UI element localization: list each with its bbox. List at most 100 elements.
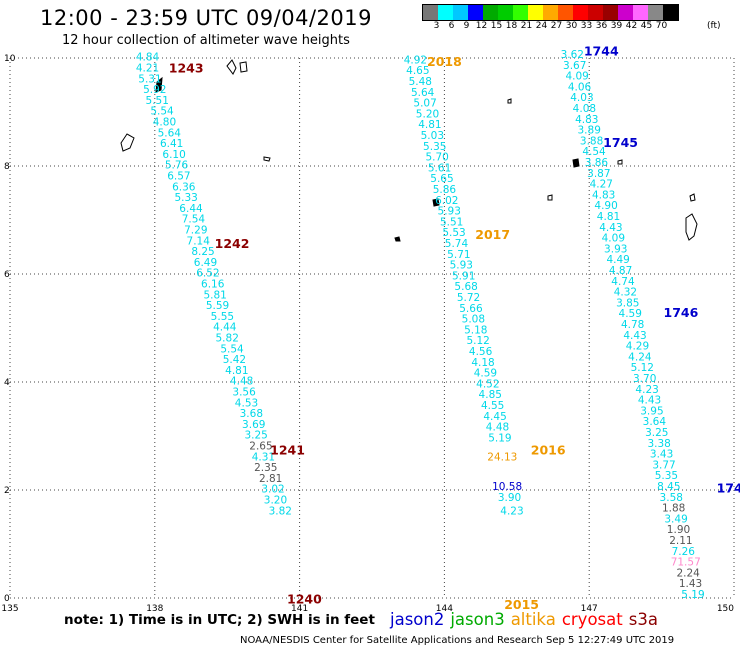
- wave-height-label: 5.92: [143, 84, 166, 96]
- mission-cryosat: cryosat: [561, 610, 623, 629]
- wave-height-label: 5.18: [464, 324, 487, 336]
- wave-height-label: 5.82: [216, 333, 239, 345]
- wave-height-label: 3.25: [645, 427, 668, 439]
- wave-height-label: 4.65: [406, 65, 429, 77]
- wave-height-label: 5.33: [174, 192, 197, 204]
- legend-swatch: [618, 5, 633, 20]
- legend-tick: 6: [448, 21, 455, 31]
- legend-tick: 39: [610, 21, 623, 31]
- mission-jason3: jason3: [450, 610, 505, 629]
- credit-line: NOAA/NESDIS Center for Satellite Applica…: [240, 635, 675, 646]
- wave-height-label: 5.54: [220, 343, 244, 355]
- legend-swatch: [498, 5, 513, 20]
- wave-height-label: 6.10: [162, 149, 185, 161]
- pass-number-label: 2015: [504, 597, 539, 612]
- wave-height-label: 5.65: [430, 173, 453, 185]
- wave-height-label: 4.29: [626, 341, 649, 353]
- legend-tick: 70: [655, 21, 668, 31]
- pass-number-label: 1243: [169, 61, 204, 76]
- wave-height-label: 4.56: [469, 346, 493, 358]
- wave-height-label: 5.51: [440, 216, 463, 228]
- x-tick-label: 147: [581, 604, 598, 614]
- wave-height-label: 3.69: [242, 419, 265, 431]
- wave-height-label: 4.54: [582, 146, 606, 158]
- y-tick-label: 10: [4, 54, 16, 64]
- wave-height-label: 2.65: [249, 441, 272, 453]
- wave-height-label: 3.64: [643, 416, 667, 428]
- wave-height-label: 5.19: [488, 432, 511, 444]
- wave-height-label: 24.13: [487, 451, 517, 463]
- pass-number-label: 2016: [531, 442, 566, 457]
- mission-jason2: jason2: [390, 610, 445, 629]
- wave-height-label: 4.23: [500, 505, 523, 517]
- wave-height-label: 4.24: [628, 351, 652, 363]
- wave-height-label: 6.57: [167, 171, 190, 183]
- legend-tick: 18: [505, 21, 518, 31]
- wave-height-label: 5.55: [211, 311, 234, 323]
- wave-height-label: 4.21: [136, 63, 159, 75]
- wave-height-label: 6.44: [179, 203, 203, 215]
- wave-height-label: 6.02: [435, 195, 458, 207]
- wave-height-label: 4.43: [623, 330, 646, 342]
- wave-height-label: 6.36: [172, 181, 196, 193]
- legend-swatch: [588, 5, 603, 20]
- island-shape: [572, 158, 580, 168]
- wave-height-label: 5.48: [409, 76, 432, 88]
- wave-height-label: 5.66: [459, 303, 483, 315]
- pass-number-label: 1745: [603, 135, 638, 150]
- legend-ticks: 3 6 9 12 15 18 21 24 27 30 33 36 39 42 45 70: [422, 21, 679, 33]
- wave-height-label: 3.87: [587, 168, 610, 180]
- wave-height-label: 7.14: [187, 235, 211, 247]
- wave-height-label: 5.03: [421, 130, 444, 142]
- wave-height-label: 5.35: [423, 141, 446, 153]
- island-shape: [507, 98, 512, 104]
- legend-tick: 33: [580, 21, 593, 31]
- wave-height-label: 3.86: [585, 157, 609, 169]
- wave-height-label: 5.20: [416, 108, 439, 120]
- wave-height-label: 5.12: [631, 362, 654, 374]
- wave-height-label: 4.03: [570, 92, 593, 104]
- wave-height-label: 4.43: [599, 222, 622, 234]
- map-grid: [9, 57, 735, 599]
- legend-swatch: [528, 5, 543, 20]
- footer-note: note: 1) Time is in UTC; 2) SWH is in fe…: [64, 612, 375, 628]
- wave-height-label: 3.90: [498, 492, 521, 504]
- island-shape: [120, 133, 135, 152]
- island-shape: [226, 59, 237, 75]
- pass-number-label: 2018: [427, 54, 462, 69]
- island-shape: [547, 194, 553, 201]
- wave-height-label: 7.54: [182, 214, 206, 226]
- y-tick-label: 8: [4, 162, 10, 172]
- pass-number-label: 1746: [664, 305, 699, 320]
- pass-number-label: 1747: [717, 481, 740, 496]
- wave-height-label: 2.81: [259, 473, 282, 485]
- wave-height-label: 5.08: [462, 314, 485, 326]
- x-tick-label: 135: [1, 604, 18, 614]
- wave-height-label: 3.68: [240, 408, 263, 420]
- wave-height-label: 4.48: [230, 376, 253, 388]
- legend-tick: 3: [433, 21, 440, 31]
- wave-height-label: 5.71: [447, 249, 470, 261]
- wave-height-label: 4.06: [568, 81, 592, 93]
- wave-height-label: 5.70: [425, 152, 448, 164]
- page-subtitle: 12 hour collection of altimeter wave hei…: [62, 33, 350, 48]
- wave-height-label: 3.95: [640, 405, 663, 417]
- axis-labels: 135 138 141 144 147 150 0 2 4 6 8 10: [1, 54, 734, 614]
- x-tick-label: 138: [146, 604, 163, 614]
- legend-swatch: [453, 5, 468, 20]
- y-tick-label: 4: [4, 378, 10, 388]
- wave-height-label: 5.76: [165, 160, 189, 172]
- wave-height-label: 4.84: [136, 52, 160, 64]
- wave-height-label: 3.25: [244, 430, 267, 442]
- wave-height-label: 4.85: [479, 389, 502, 401]
- wave-height-label: 3.49: [664, 513, 687, 525]
- island-shape: [394, 236, 401, 242]
- wave-height-label: 4.55: [481, 400, 504, 412]
- wave-height-label: 1.43: [679, 578, 702, 590]
- legend-swatch: [648, 5, 663, 20]
- wave-height-label: 4.87: [609, 265, 632, 277]
- island-shape: [689, 193, 696, 202]
- x-tick-label: 141: [291, 604, 308, 614]
- wave-height-label: 4.09: [602, 233, 625, 245]
- x-tick-label: 150: [717, 604, 734, 614]
